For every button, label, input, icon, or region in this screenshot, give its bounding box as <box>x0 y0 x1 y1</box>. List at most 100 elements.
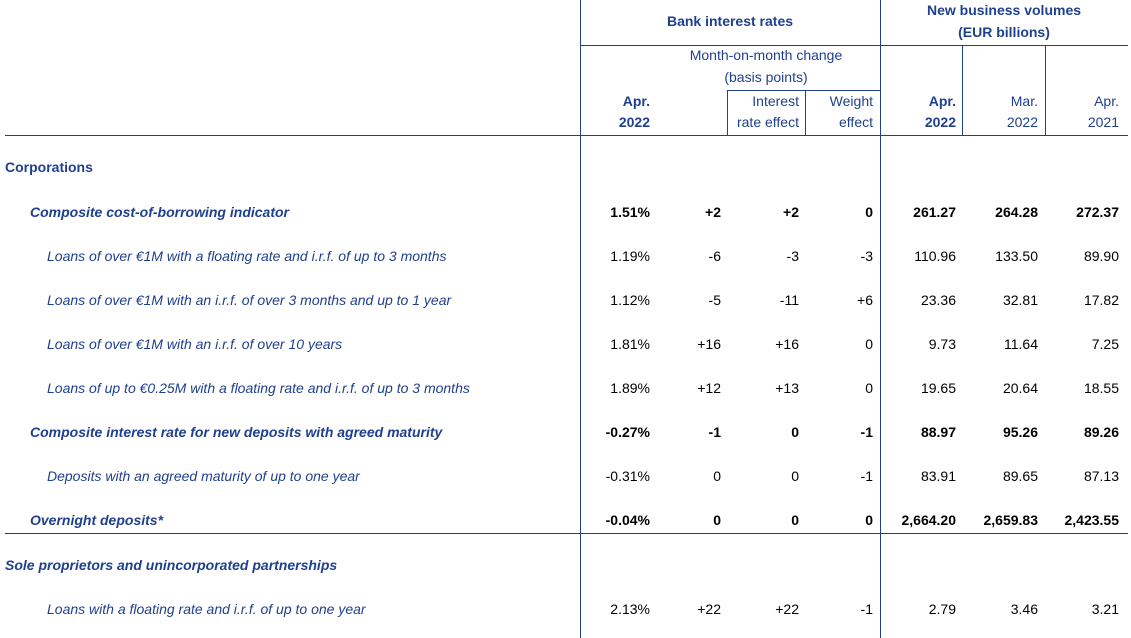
ire-cell: 0 <box>791 468 799 484</box>
vol-apr21-cell: 18.55 <box>1083 380 1119 396</box>
row-label: Loans of over €1M with a floating rate a… <box>47 248 447 264</box>
vol-apr21-cell: 89.90 <box>1083 248 1119 264</box>
divider-v-v3 <box>1045 46 1046 135</box>
vol-apr21-cell: 89.26 <box>1083 424 1119 440</box>
col-v1-1: Apr. <box>928 93 956 109</box>
mom-cell: +22 <box>697 601 721 617</box>
we-cell: -3 <box>860 248 873 264</box>
col-v3-2: 2021 <box>1087 114 1119 130</box>
vol-mar22-cell: 264.28 <box>995 204 1038 220</box>
mom-cell: +2 <box>705 204 721 220</box>
divider-v-we <box>805 90 806 135</box>
vol-apr22-cell: 19.65 <box>920 380 956 396</box>
we-cell: 0 <box>865 204 873 220</box>
vol-apr21-cell: 87.13 <box>1083 468 1119 484</box>
vol-apr21-cell: 7.25 <box>1091 336 1119 352</box>
rate-cell: 1.12% <box>610 292 650 308</box>
col-v2-2: 2022 <box>1006 114 1038 130</box>
rate-cell: 1.81% <box>610 336 650 352</box>
bank-rates-header: Bank interest rates <box>666 13 794 29</box>
row-label: Deposits with an agreed maturity of up t… <box>47 468 360 484</box>
mom-header-1: Month-on-month change <box>689 47 843 63</box>
rate-cell: -0.27% <box>605 424 650 440</box>
divider-h-effects <box>727 90 881 91</box>
vol-mar22-cell: 133.50 <box>995 248 1038 264</box>
vol-apr21-cell: 17.82 <box>1083 292 1119 308</box>
col-ire-1: Interest <box>752 93 799 109</box>
ire-cell: +22 <box>775 601 799 617</box>
vol-apr21-cell: 3.21 <box>1091 601 1119 617</box>
new-business-header-1: New business volumes <box>926 2 1082 18</box>
col-rate-2: 2022 <box>618 114 650 130</box>
ire-cell: -11 <box>779 292 799 308</box>
mom-cell: +12 <box>697 380 721 396</box>
col-rate-1: Apr. <box>622 93 650 109</box>
ire-cell: +2 <box>783 204 799 220</box>
mom-cell: -1 <box>708 424 721 440</box>
mom-cell: 0 <box>713 468 721 484</box>
col-v2-1: Mar. <box>1010 93 1038 109</box>
vol-apr22-cell: 88.97 <box>920 424 956 440</box>
rate-cell: 1.51% <box>610 204 650 220</box>
ire-cell: 0 <box>791 512 799 528</box>
rate-cell: -0.04% <box>605 512 650 528</box>
vol-mar22-cell: 3.46 <box>1010 601 1038 617</box>
mom-cell: +16 <box>697 336 721 352</box>
row-label: Loans of over €1M with an i.r.f. of over… <box>47 292 452 308</box>
mom-cell: -6 <box>708 248 721 264</box>
section-sole-proprietors: Sole proprietors and unincorporated part… <box>5 557 338 573</box>
mom-header-2: (basis points) <box>724 69 808 85</box>
col-v1-2: 2022 <box>924 114 956 130</box>
vol-mar22-cell: 11.64 <box>1004 336 1038 352</box>
col-v3-1: Apr. <box>1094 93 1119 109</box>
vol-mar22-cell: 89.65 <box>1002 468 1038 484</box>
col-we-2: effect <box>839 114 873 130</box>
rate-cell: 1.19% <box>610 248 650 264</box>
divider-h-header <box>5 135 1128 136</box>
vol-apr21-cell: 272.37 <box>1076 204 1119 220</box>
divider-v-v2 <box>962 46 963 135</box>
vol-mar22-cell: 32.81 <box>1002 292 1038 308</box>
we-cell: -1 <box>860 468 873 484</box>
rate-cell: 2.13% <box>610 601 650 617</box>
row-label: Composite interest rate for new deposits… <box>30 424 443 440</box>
row-label: Loans with a floating rate and i.r.f. of… <box>47 601 366 617</box>
ire-cell: 0 <box>791 424 799 440</box>
col-ire-2: rate effect <box>736 114 799 130</box>
we-cell: +6 <box>857 292 873 308</box>
we-cell: 0 <box>865 336 873 352</box>
rate-cell: -0.31% <box>605 468 650 484</box>
vol-apr22-cell: 2.79 <box>928 601 956 617</box>
vol-apr22-cell: 2,664.20 <box>901 512 957 528</box>
vol-mar22-cell: 2,659.83 <box>983 512 1039 528</box>
divider-v-ire <box>727 90 728 135</box>
divider-h-section <box>5 533 1128 534</box>
new-business-header-2: (EUR billions) <box>958 24 1050 40</box>
vol-apr22-cell: 83.91 <box>920 468 956 484</box>
vol-apr22-cell: 261.27 <box>913 204 956 220</box>
mom-cell: -5 <box>708 292 721 308</box>
vol-mar22-cell: 20.64 <box>1002 380 1038 396</box>
row-label: Overnight deposits* <box>30 512 164 528</box>
vol-apr22-cell: 23.36 <box>920 292 956 308</box>
col-we-1: Weight <box>829 93 873 109</box>
ire-cell: +13 <box>775 380 799 396</box>
vol-mar22-cell: 95.26 <box>1002 424 1038 440</box>
we-cell: -1 <box>860 601 873 617</box>
rate-cell: 1.89% <box>610 380 650 396</box>
divider-v-rates <box>580 0 581 638</box>
row-label: Composite cost-of-borrowing indicator <box>30 204 289 220</box>
section-corporations: Corporations <box>5 159 93 175</box>
we-cell: 0 <box>865 512 873 528</box>
we-cell: 0 <box>865 380 873 396</box>
vol-apr22-cell: 110.96 <box>914 248 956 264</box>
divider-h-top <box>580 45 1128 46</box>
mom-cell: 0 <box>713 512 721 528</box>
row-label: Loans of up to €0.25M with a floating ra… <box>47 380 470 396</box>
ire-cell: +16 <box>775 336 799 352</box>
vol-apr22-cell: 9.73 <box>928 336 956 352</box>
we-cell: -1 <box>860 424 873 440</box>
vol-apr21-cell: 2,423.55 <box>1064 512 1120 528</box>
row-label: Loans of over €1M with an i.r.f. of over… <box>47 336 343 352</box>
